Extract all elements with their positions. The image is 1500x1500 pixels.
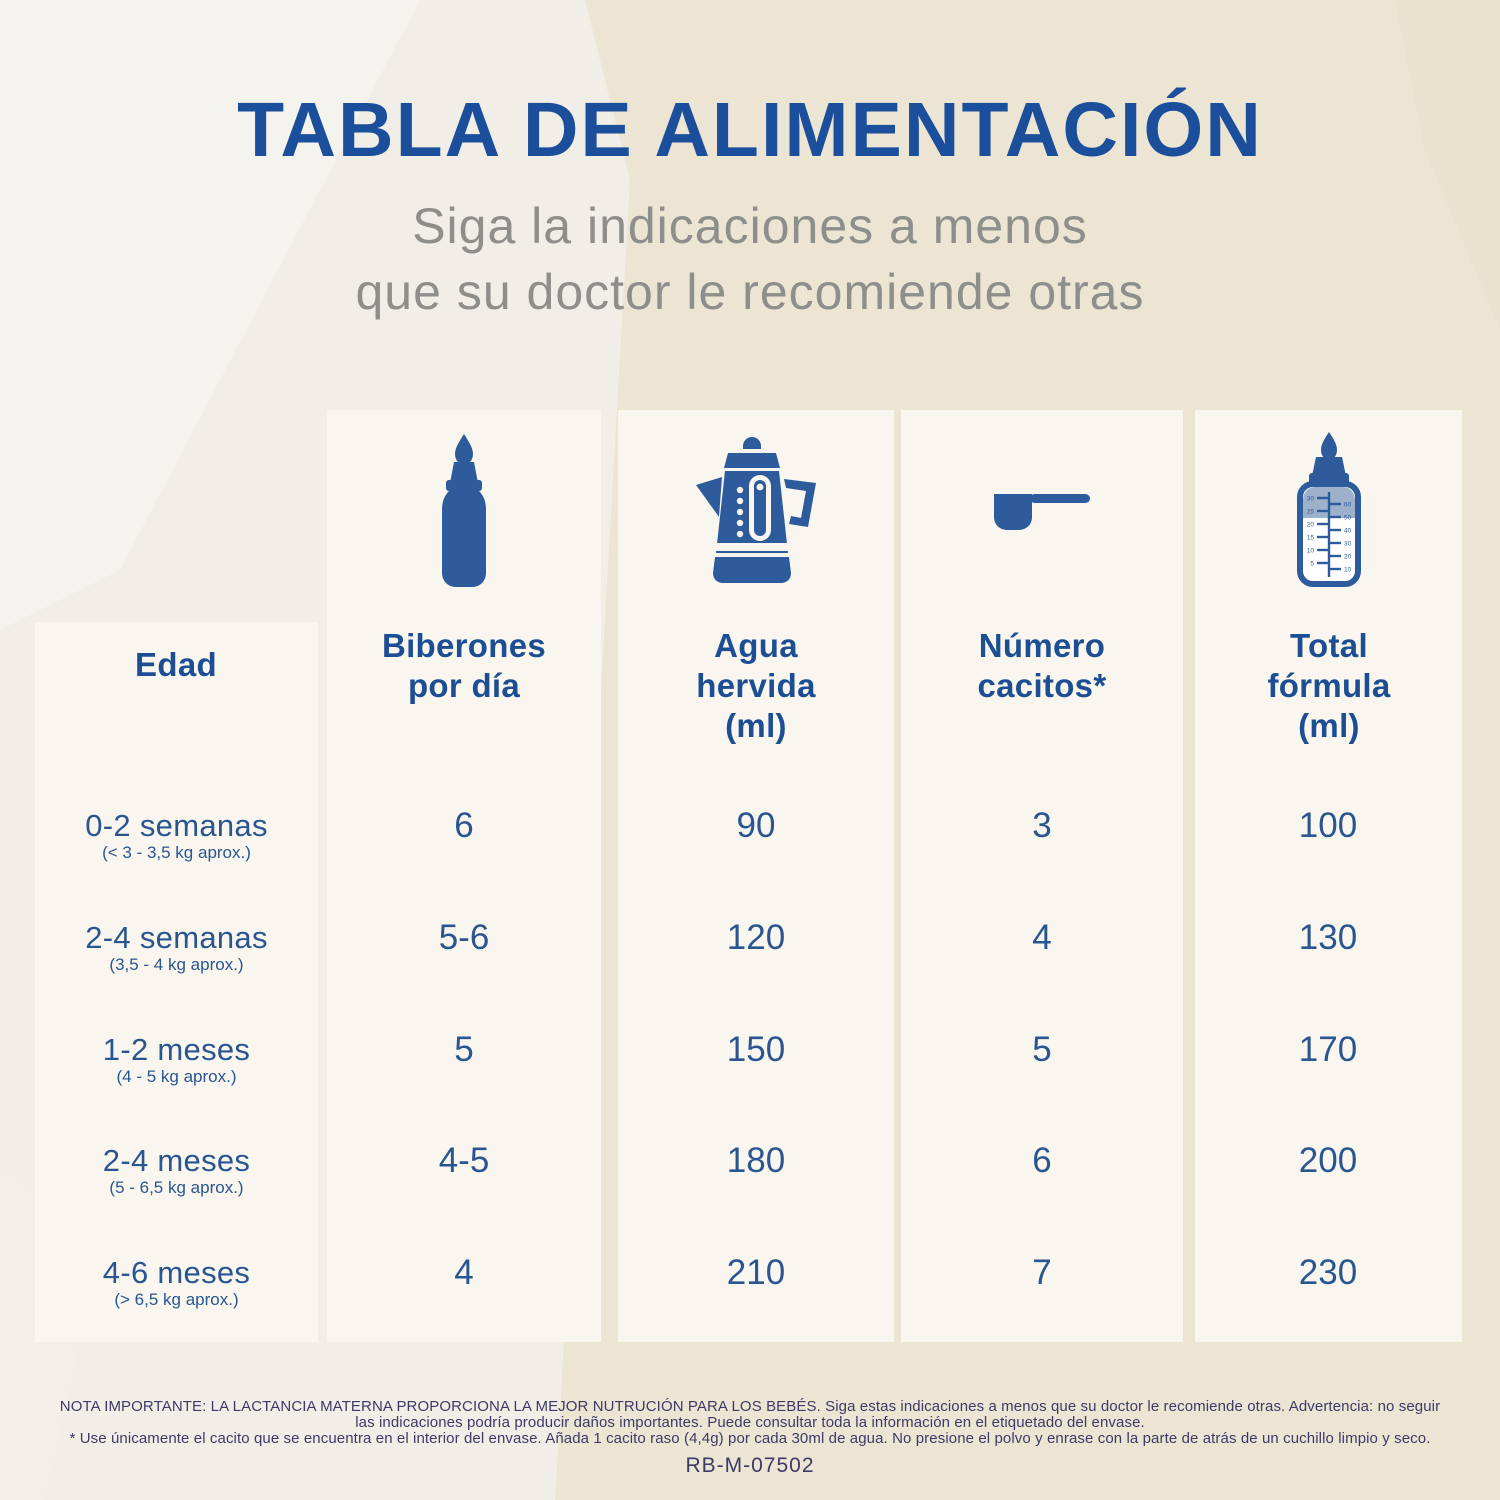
svg-text:30: 30	[1344, 541, 1352, 548]
water-value: 90	[736, 806, 776, 845]
age-weight-label: (4 - 5 kg aprox.)	[116, 1067, 237, 1086]
age-weight-label: (> 6,5 kg aprox.)	[114, 1290, 239, 1309]
age-label: 1-2 meses	[102, 1032, 251, 1067]
water-value: 150	[726, 1030, 786, 1069]
age-label: 2-4 semanas	[85, 920, 268, 955]
footer-note-line-3: * Use únicamente el cacito que se encuen…	[69, 1430, 1431, 1447]
svg-text:30: 30	[1306, 496, 1314, 503]
scoops-value: 3	[1032, 806, 1052, 845]
measuring-bottle-icon: 30 25 20 15 10 5 60 50 40 30 20 10	[1195, 424, 1462, 594]
scoops-value: 6	[1032, 1141, 1052, 1180]
footer-note-line-1: NOTA IMPORTANTE: LA LACTANCIA MATERNA PR…	[59, 1398, 1441, 1415]
column-header-formula: Total fórmula (ml)	[1267, 627, 1391, 744]
svg-text:15: 15	[1306, 535, 1314, 542]
scoops-value: 4	[1032, 918, 1052, 957]
svg-text:10: 10	[1344, 567, 1352, 574]
scoop-icon	[901, 428, 1183, 593]
bottles-value: 5-6	[438, 918, 490, 957]
subtitle-line-1: Siga la indicaciones a menos	[412, 198, 1088, 254]
formula-value: 100	[1298, 806, 1358, 845]
age-weight-label: (3,5 - 4 kg aprox.)	[109, 955, 244, 974]
scoops-value: 7	[1032, 1253, 1052, 1292]
subtitle-line-2: que su doctor le recomiende otras	[355, 264, 1145, 320]
water-value: 180	[726, 1141, 786, 1180]
footer-notes: NOTA IMPORTANTE: LA LACTANCIA MATERNA PR…	[0, 1399, 1500, 1478]
scoops-value: 5	[1032, 1030, 1052, 1069]
column-header-bottles: Biberones por día	[381, 627, 547, 704]
column-header-scoops: Número cacitos*	[977, 627, 1107, 704]
age-weight-label: (< 3 - 3,5 kg aprox.)	[102, 843, 251, 862]
reference-code: RB-M-07502	[685, 1454, 815, 1477]
water-value: 120	[726, 918, 786, 957]
formula-value: 200	[1298, 1141, 1358, 1180]
svg-text:40: 40	[1344, 528, 1352, 535]
age-weight-label: (5 - 6,5 kg aprox.)	[109, 1178, 244, 1197]
svg-text:20: 20	[1306, 522, 1314, 529]
age-label: 0-2 semanas	[85, 808, 268, 843]
bottles-value: 5	[454, 1030, 474, 1069]
water-value: 210	[726, 1253, 786, 1292]
formula-value: 130	[1298, 918, 1358, 957]
age-label: 2-4 meses	[102, 1143, 251, 1178]
footer-note-line-2: las indicaciones podría producir daños i…	[355, 1414, 1145, 1431]
svg-text:20: 20	[1344, 554, 1352, 561]
page-subtitle: Siga la indicaciones a menos que su doct…	[0, 193, 1500, 325]
age-label: 4-6 meses	[102, 1255, 251, 1290]
svg-text:50: 50	[1344, 515, 1352, 522]
bottles-value: 6	[454, 806, 474, 845]
bottles-value: 4	[454, 1253, 474, 1292]
bottles-value: 4-5	[438, 1141, 490, 1180]
formula-value: 170	[1298, 1030, 1358, 1069]
column-header-water: Agua hervida (ml)	[696, 627, 816, 744]
svg-text:10: 10	[1306, 548, 1314, 555]
page-title: TABLA DE ALIMENTACIÓN	[237, 87, 1263, 173]
svg-text:5: 5	[1310, 561, 1314, 568]
baby-bottle-icon	[327, 428, 601, 593]
kettle-icon	[618, 428, 894, 593]
column-header-age: Edad	[135, 646, 217, 683]
age-column-panel	[35, 622, 318, 1342]
scoops-column-panel	[901, 410, 1183, 1342]
svg-text:60: 60	[1344, 502, 1352, 509]
formula-value: 230	[1298, 1253, 1358, 1292]
svg-text:25: 25	[1306, 509, 1314, 516]
